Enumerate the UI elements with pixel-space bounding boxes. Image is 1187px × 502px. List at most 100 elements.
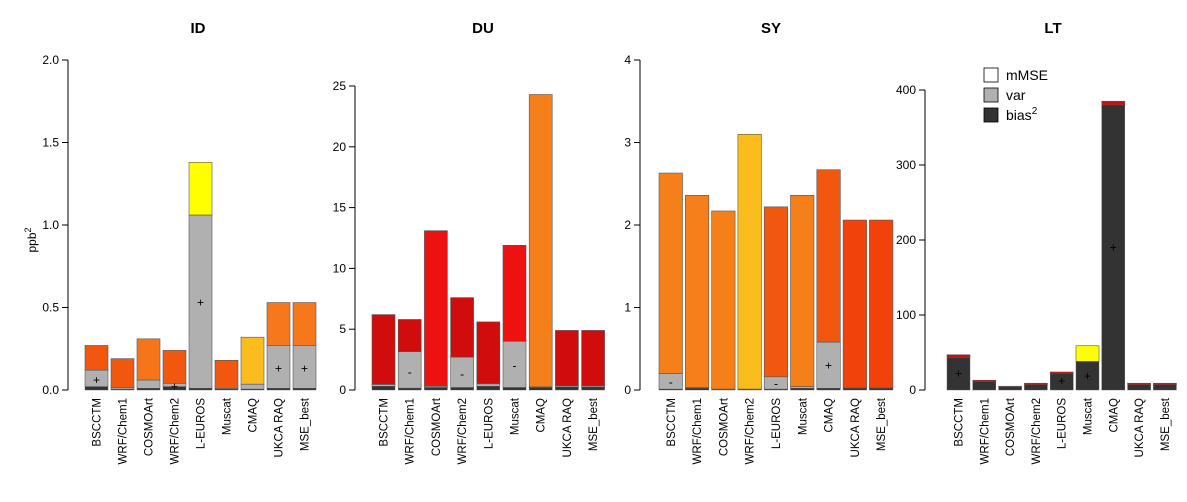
y-tick-label: 5 [339, 322, 346, 336]
bar-marker: - [513, 359, 517, 373]
chart-panel-du: DU 0 5 10 15 20 25 BSCCTM - WRF/Chem1 COSMOArt - WRF… [333, 20, 605, 464]
bar-bias2-segment [764, 388, 788, 391]
bar-mmse-segment [869, 219, 894, 388]
bar-mmse-segment [266, 302, 291, 346]
bar-bias2-segment [1075, 361, 1100, 391]
legend-swatch [983, 107, 999, 123]
bar-marker: + [1110, 241, 1117, 255]
bar-mmse-segment [1153, 382, 1177, 386]
bar-mmse-segment [84, 345, 109, 371]
bar-bias2-segment [972, 381, 996, 391]
bar-bias2-segment [946, 357, 971, 391]
bar-mmse-segment [188, 162, 213, 216]
bar-mmse-segment [1101, 100, 1126, 106]
bar-var-segment [240, 383, 265, 390]
x-tick-label: WRF/Chem1 [692, 398, 704, 464]
x-tick-label: MSE_best [300, 397, 312, 451]
bar-bias2-segment [398, 387, 422, 391]
x-tick-label: L-EUROS [196, 398, 208, 449]
x-tick-label: L-EUROS [1057, 398, 1069, 449]
bar-bias2-segment [581, 386, 605, 391]
bar-mmse-segment [162, 350, 187, 384]
y-tick-label: 2 [624, 218, 631, 232]
chart-panel-sy: SY 0 1 2 3 4 - BSCCTM WRF/Chem1 COSMOArt WRF/Chem2… [624, 20, 894, 464]
bar-mmse-segment [214, 359, 239, 389]
y-tick-label: 25 [333, 79, 347, 93]
x-tick-label: UKCA RAQ [274, 398, 286, 457]
bar-mmse-segment [1024, 382, 1048, 386]
legend-swatch [983, 67, 999, 83]
bar-bias2-segment [555, 386, 579, 391]
y-tick-label: 200 [896, 233, 916, 247]
y-tick-label: 15 [333, 201, 347, 215]
bar-bias2-segment [790, 388, 815, 391]
chart-title: SY [761, 20, 781, 37]
bar-mmse-segment [555, 330, 579, 387]
y-tick-label: 1.0 [42, 218, 59, 232]
legend-label: var [1006, 87, 1026, 103]
bar-marker: + [275, 362, 282, 376]
bar-mmse-segment [711, 210, 736, 390]
bar-var-segment [476, 383, 501, 387]
y-tick-label: 4 [624, 53, 631, 67]
bar-bias2-segment [371, 386, 396, 391]
bar-bias2-segment [214, 388, 239, 391]
y-tick-label: 0 [624, 383, 631, 397]
y-tick-label: 0 [909, 383, 916, 397]
bar-mmse-segment [424, 230, 448, 387]
bar-bias2-segment [842, 388, 867, 391]
x-tick-label: BSCCTM [954, 398, 966, 447]
y-tick-label: 2.0 [42, 53, 59, 67]
bar-mmse-segment [397, 319, 422, 352]
bar-mmse-segment [502, 244, 527, 342]
x-tick-label: CMAQ [824, 398, 836, 433]
bar-bias2-segment [188, 388, 213, 391]
x-tick-label: UKCA RAQ [562, 398, 574, 457]
x-tick-label: Muscat [1083, 397, 1095, 435]
bar-mmse-segment [1127, 382, 1151, 386]
bar-marker: + [825, 358, 832, 372]
bar-marker: + [1084, 369, 1091, 383]
x-tick-label: WRF/Chem2 [1031, 398, 1043, 464]
bar-bias2-segment [998, 386, 1022, 391]
x-tick-label: L-EUROS [771, 398, 783, 449]
legend-swatch [983, 87, 999, 103]
bar-bias2-segment [1101, 104, 1126, 391]
x-tick-label: CMAQ [248, 398, 260, 433]
x-tick-label: BSCCTM [92, 398, 104, 447]
bar-mmse-segment [476, 321, 501, 385]
bar-bias2-segment [1049, 373, 1074, 391]
bar-bias2-segment [658, 388, 683, 391]
bar-mmse-segment [110, 358, 135, 388]
bar-mmse-segment [946, 354, 971, 359]
bar-bias2-segment [162, 386, 187, 391]
bar-mmse-segment [450, 297, 474, 358]
bar-bias2-segment [476, 386, 500, 391]
bar-var-segment [110, 387, 135, 390]
x-tick-label: WRF/Chem2 [457, 398, 469, 464]
x-tick-label: COSMOArt [144, 397, 156, 456]
bar-marker: - [408, 365, 412, 379]
chart-title: ID [191, 20, 206, 37]
chart-panel-id: ID 0.0 0.5 1.0 1.5 2.0 ppb2 + BSCCTM WRF/Chem1 COS… [23, 20, 317, 464]
bar-bias2-segment [84, 386, 109, 391]
x-tick-label: BSCCTM [379, 398, 391, 447]
y-tick-label: 400 [896, 83, 916, 97]
y-axis-label: ppb2 [23, 227, 39, 252]
bar-marker: + [171, 380, 178, 394]
y-tick-label: 0.5 [42, 301, 59, 315]
bar-marker: - [669, 375, 673, 389]
x-tick-label: COSMOArt [1005, 397, 1017, 456]
bar-bias2-segment [529, 387, 553, 391]
bar-mmse-segment [1075, 345, 1100, 362]
bar-bias2-segment [292, 388, 317, 391]
x-tick-label: COSMOArt [718, 397, 730, 456]
bar-bias2-segment [502, 387, 527, 391]
bar-mmse-segment [972, 379, 997, 383]
legend-label: mMSE [1006, 67, 1048, 83]
bar-mmse-segment [528, 94, 553, 388]
x-tick-label: UKCA RAQ [1134, 398, 1146, 457]
bar-marker: + [1058, 374, 1065, 388]
bar-bias2-segment [110, 388, 135, 391]
